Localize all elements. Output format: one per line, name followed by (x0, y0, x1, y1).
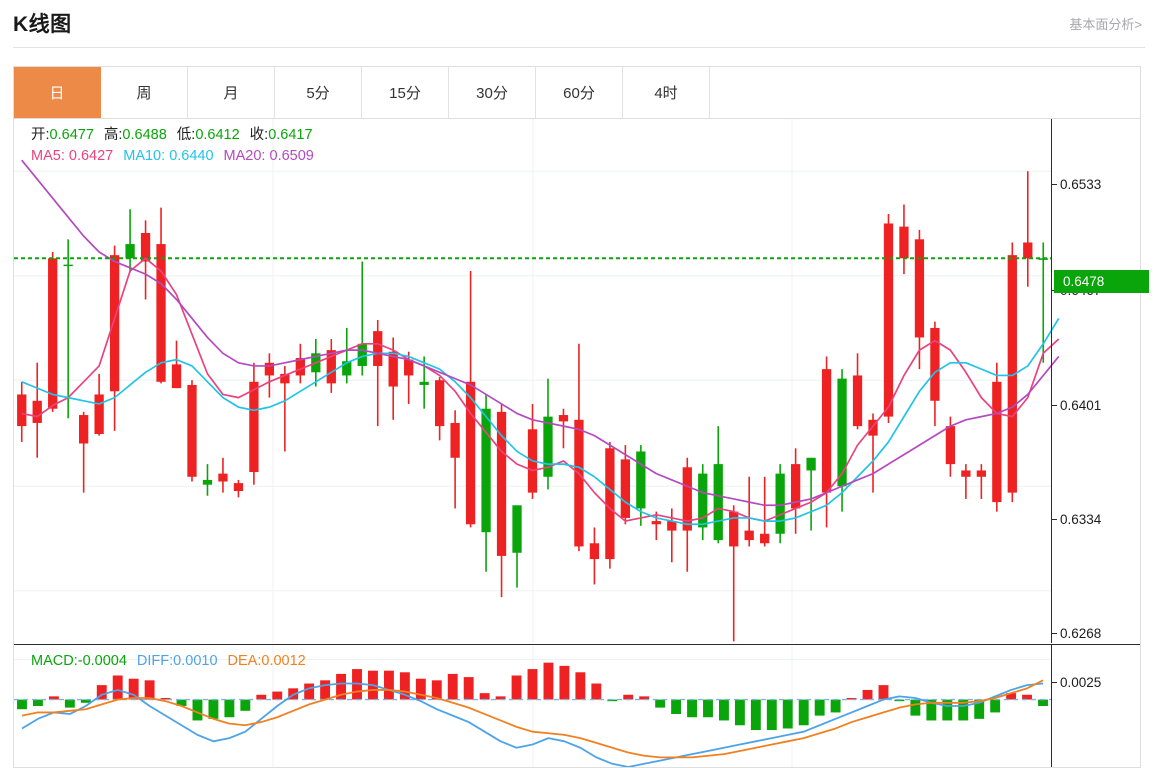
price-tick (1051, 184, 1057, 185)
candlestick-plot (14, 119, 1140, 643)
tab-30min[interactable]: 30分 (449, 67, 536, 118)
tab-5min[interactable]: 5分 (275, 67, 362, 118)
page-title: K线图 (13, 13, 72, 36)
macd-label: MACD: (31, 653, 78, 669)
macd-tick-label-1: 0.0025 (1060, 675, 1102, 690)
tabbar-filler (710, 67, 1140, 118)
timeframe-tabbar: 日 周 月 5分 15分 30分 60分 4时 (13, 66, 1141, 119)
macd-axis-line (1051, 645, 1052, 767)
chart-container: 开:0.6477 高:0.6488 低:0.6412 收:0.6417 MA5: 0.… (13, 119, 1149, 768)
fundamental-analysis-link[interactable]: 基本面分析> (1069, 17, 1142, 32)
tab-week[interactable]: 周 (101, 67, 188, 118)
price-axis-line (1051, 119, 1052, 643)
price-panel[interactable]: 开:0.6477 高:0.6488 低:0.6412 收:0.6417 MA5: 0.… (14, 119, 1149, 643)
diff-value: 0.0010 (173, 653, 218, 669)
tab-day[interactable]: 日 (14, 67, 101, 118)
dea-value: 0.0012 (261, 653, 306, 669)
macd-legend: MACD:-0.0004 DIFF:0.0010 DEA:0.0012 (31, 653, 306, 669)
tab-month[interactable]: 月 (188, 67, 275, 118)
price-tick-label-4: 0.6334 (1060, 512, 1102, 527)
tab-15min[interactable]: 15分 (362, 67, 449, 118)
price-tick-label-1: 0.6533 (1060, 177, 1102, 192)
price-tick (1051, 519, 1057, 520)
macd-panel[interactable]: MACD:-0.0004 DIFF:0.0010 DEA:0.0012 0.0025 (14, 644, 1140, 767)
macd-value: -0.0004 (77, 653, 127, 669)
tab-60min[interactable]: 60分 (536, 67, 623, 118)
diff-label: DIFF: (136, 653, 174, 669)
tab-4hour[interactable]: 4时 (623, 67, 710, 118)
price-tick-label-5: 0.6268 (1060, 626, 1102, 641)
price-tick (1051, 633, 1057, 634)
macd-plot (14, 645, 1140, 767)
page-header: K线图 基本面分析> (0, 0, 1171, 50)
current-price-badge: 0.6478 (1054, 270, 1149, 293)
price-tick-label-3: 0.6401 (1060, 398, 1102, 413)
header-divider (13, 47, 1145, 48)
macd-tick (1051, 682, 1057, 683)
dea-label: DEA: (227, 653, 262, 669)
price-tick (1051, 405, 1057, 406)
